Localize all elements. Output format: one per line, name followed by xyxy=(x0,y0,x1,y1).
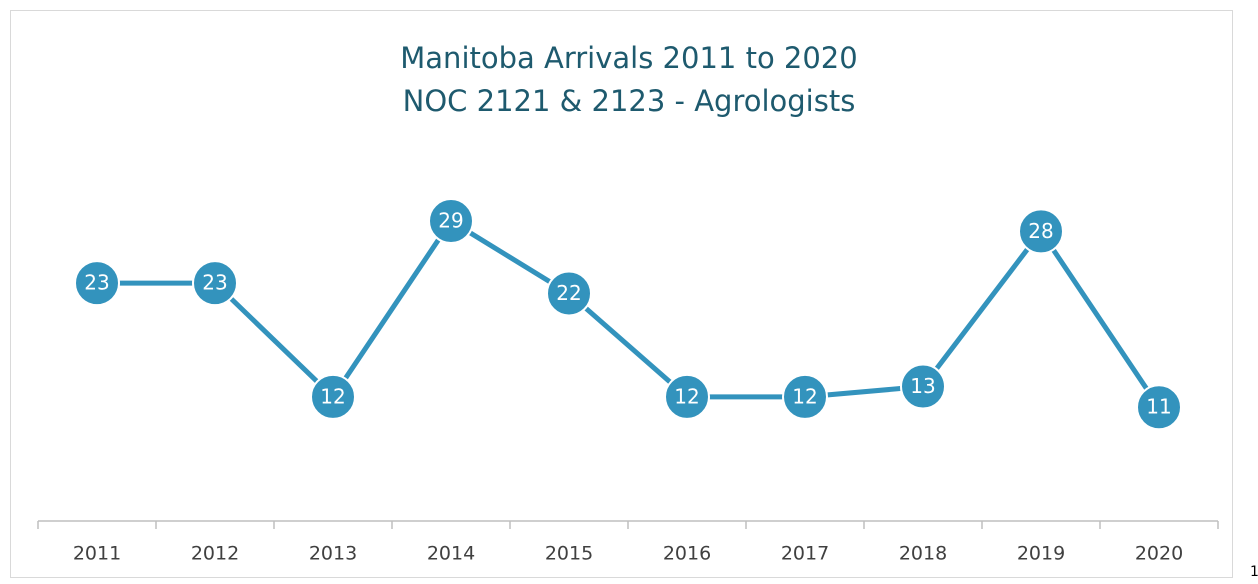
x-tick-label: 2018 xyxy=(899,543,947,565)
marker xyxy=(546,270,592,317)
line-series xyxy=(97,218,1162,409)
data-label: 12 xyxy=(320,384,345,408)
x-tick-label: 2017 xyxy=(781,543,829,565)
data-label: 28 xyxy=(1028,219,1053,243)
data-label: 12 xyxy=(674,384,699,408)
x-tick-label: 2014 xyxy=(427,543,475,565)
x-tick-label: 2011 xyxy=(73,543,121,565)
data-label: 12 xyxy=(792,384,817,408)
marker xyxy=(664,373,710,420)
x-tick-label: 2013 xyxy=(309,543,357,565)
marker xyxy=(900,363,946,410)
data-label: 23 xyxy=(202,271,227,295)
chart-subtitle: NOC 2121 & 2123 - Agrologists xyxy=(403,84,856,118)
marker xyxy=(192,260,238,307)
x-tick-label: 2012 xyxy=(191,543,239,565)
marker xyxy=(74,260,120,307)
marker xyxy=(782,373,828,420)
chart-title: Manitoba Arrivals 2011 to 2020 xyxy=(400,41,857,75)
data-label: 22 xyxy=(556,281,581,305)
data-label: 13 xyxy=(910,374,935,398)
data-label: 23 xyxy=(84,271,109,295)
x-tick-label: 2016 xyxy=(663,543,711,565)
x-tick-label: 2015 xyxy=(545,543,593,565)
x-tick-label: 2020 xyxy=(1135,543,1183,565)
marker xyxy=(1018,208,1064,255)
marker xyxy=(1136,384,1182,431)
data-label: 11 xyxy=(1146,395,1171,419)
data-label: 29 xyxy=(438,209,463,233)
annotation: 1 xyxy=(1250,564,1258,580)
marker xyxy=(310,373,356,420)
x-tick-label: 2019 xyxy=(1017,543,1065,565)
marker xyxy=(428,198,474,245)
